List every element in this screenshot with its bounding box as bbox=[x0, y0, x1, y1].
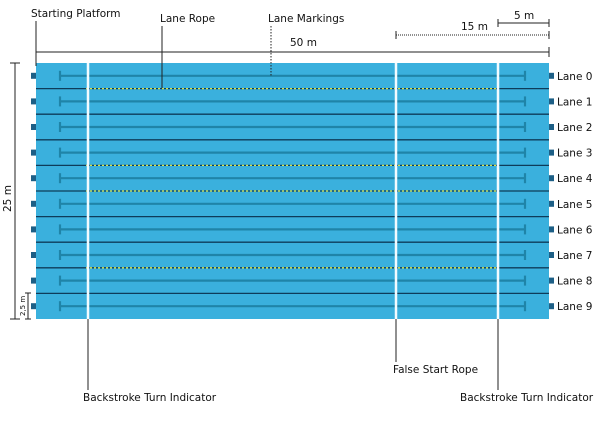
starting-platform bbox=[549, 149, 554, 156]
lane-ropes bbox=[36, 87, 549, 295]
starting-platforms bbox=[31, 72, 554, 310]
starting-platform bbox=[31, 303, 36, 310]
lane-label: Lane 6 bbox=[557, 224, 593, 236]
starting-platform bbox=[31, 124, 36, 130]
lane-markings-label: Lane Markings bbox=[268, 13, 344, 25]
lane-label: Lane 3 bbox=[557, 148, 592, 160]
starting-platform bbox=[31, 175, 36, 182]
lane-markings bbox=[58, 70, 527, 312]
starting-platform bbox=[31, 98, 36, 105]
starting-platform bbox=[549, 175, 554, 182]
dim-lane-width-label: 2,5 m bbox=[19, 296, 27, 316]
starting-platform bbox=[31, 149, 36, 156]
lane-label: Lane 2 bbox=[557, 122, 592, 134]
starting-platform bbox=[549, 303, 554, 310]
lane-label: Lane 0 bbox=[557, 71, 592, 83]
starting-platform bbox=[31, 200, 36, 207]
lane-labels: Lane 0 Lane 1 Lane 2 Lane 3 Lane 4 Lane 5 Lane… bbox=[557, 71, 593, 313]
lane-label: Lane 4 bbox=[557, 173, 593, 185]
starting-platform bbox=[31, 226, 36, 233]
backstroke-left-label: Backstroke Turn Indicator bbox=[83, 392, 217, 404]
indicators bbox=[86, 63, 500, 319]
dim-25m-label: 25 m bbox=[2, 185, 14, 212]
dim-5m-label: 5 m bbox=[514, 10, 534, 22]
false-start-rope-label: False Start Rope bbox=[393, 364, 478, 376]
starting-platform bbox=[549, 277, 554, 284]
starting-platform bbox=[31, 277, 36, 284]
starting-platform bbox=[549, 200, 554, 207]
lane-label: Lane 8 bbox=[557, 276, 592, 288]
starting-platform bbox=[31, 72, 36, 79]
starting-platform bbox=[549, 124, 554, 130]
dim-15m-label: 15 m bbox=[461, 21, 488, 33]
starting-platform-label: Starting Platform bbox=[31, 8, 121, 20]
starting-platform bbox=[549, 252, 554, 258]
starting-platform bbox=[549, 98, 554, 105]
lane-label: Lane 9 bbox=[557, 301, 592, 313]
lane-label: Lane 1 bbox=[557, 96, 592, 108]
lane-label: Lane 7 bbox=[557, 250, 592, 262]
starting-platform bbox=[549, 226, 554, 233]
lane-rope-label: Lane Rope bbox=[160, 13, 215, 25]
dim-50m-label: 50 m bbox=[290, 37, 317, 49]
lane-label: Lane 5 bbox=[557, 199, 592, 211]
starting-platform bbox=[549, 72, 554, 79]
starting-platform bbox=[31, 252, 36, 258]
backstroke-right-label: Backstroke Turn Indicator bbox=[460, 392, 594, 404]
